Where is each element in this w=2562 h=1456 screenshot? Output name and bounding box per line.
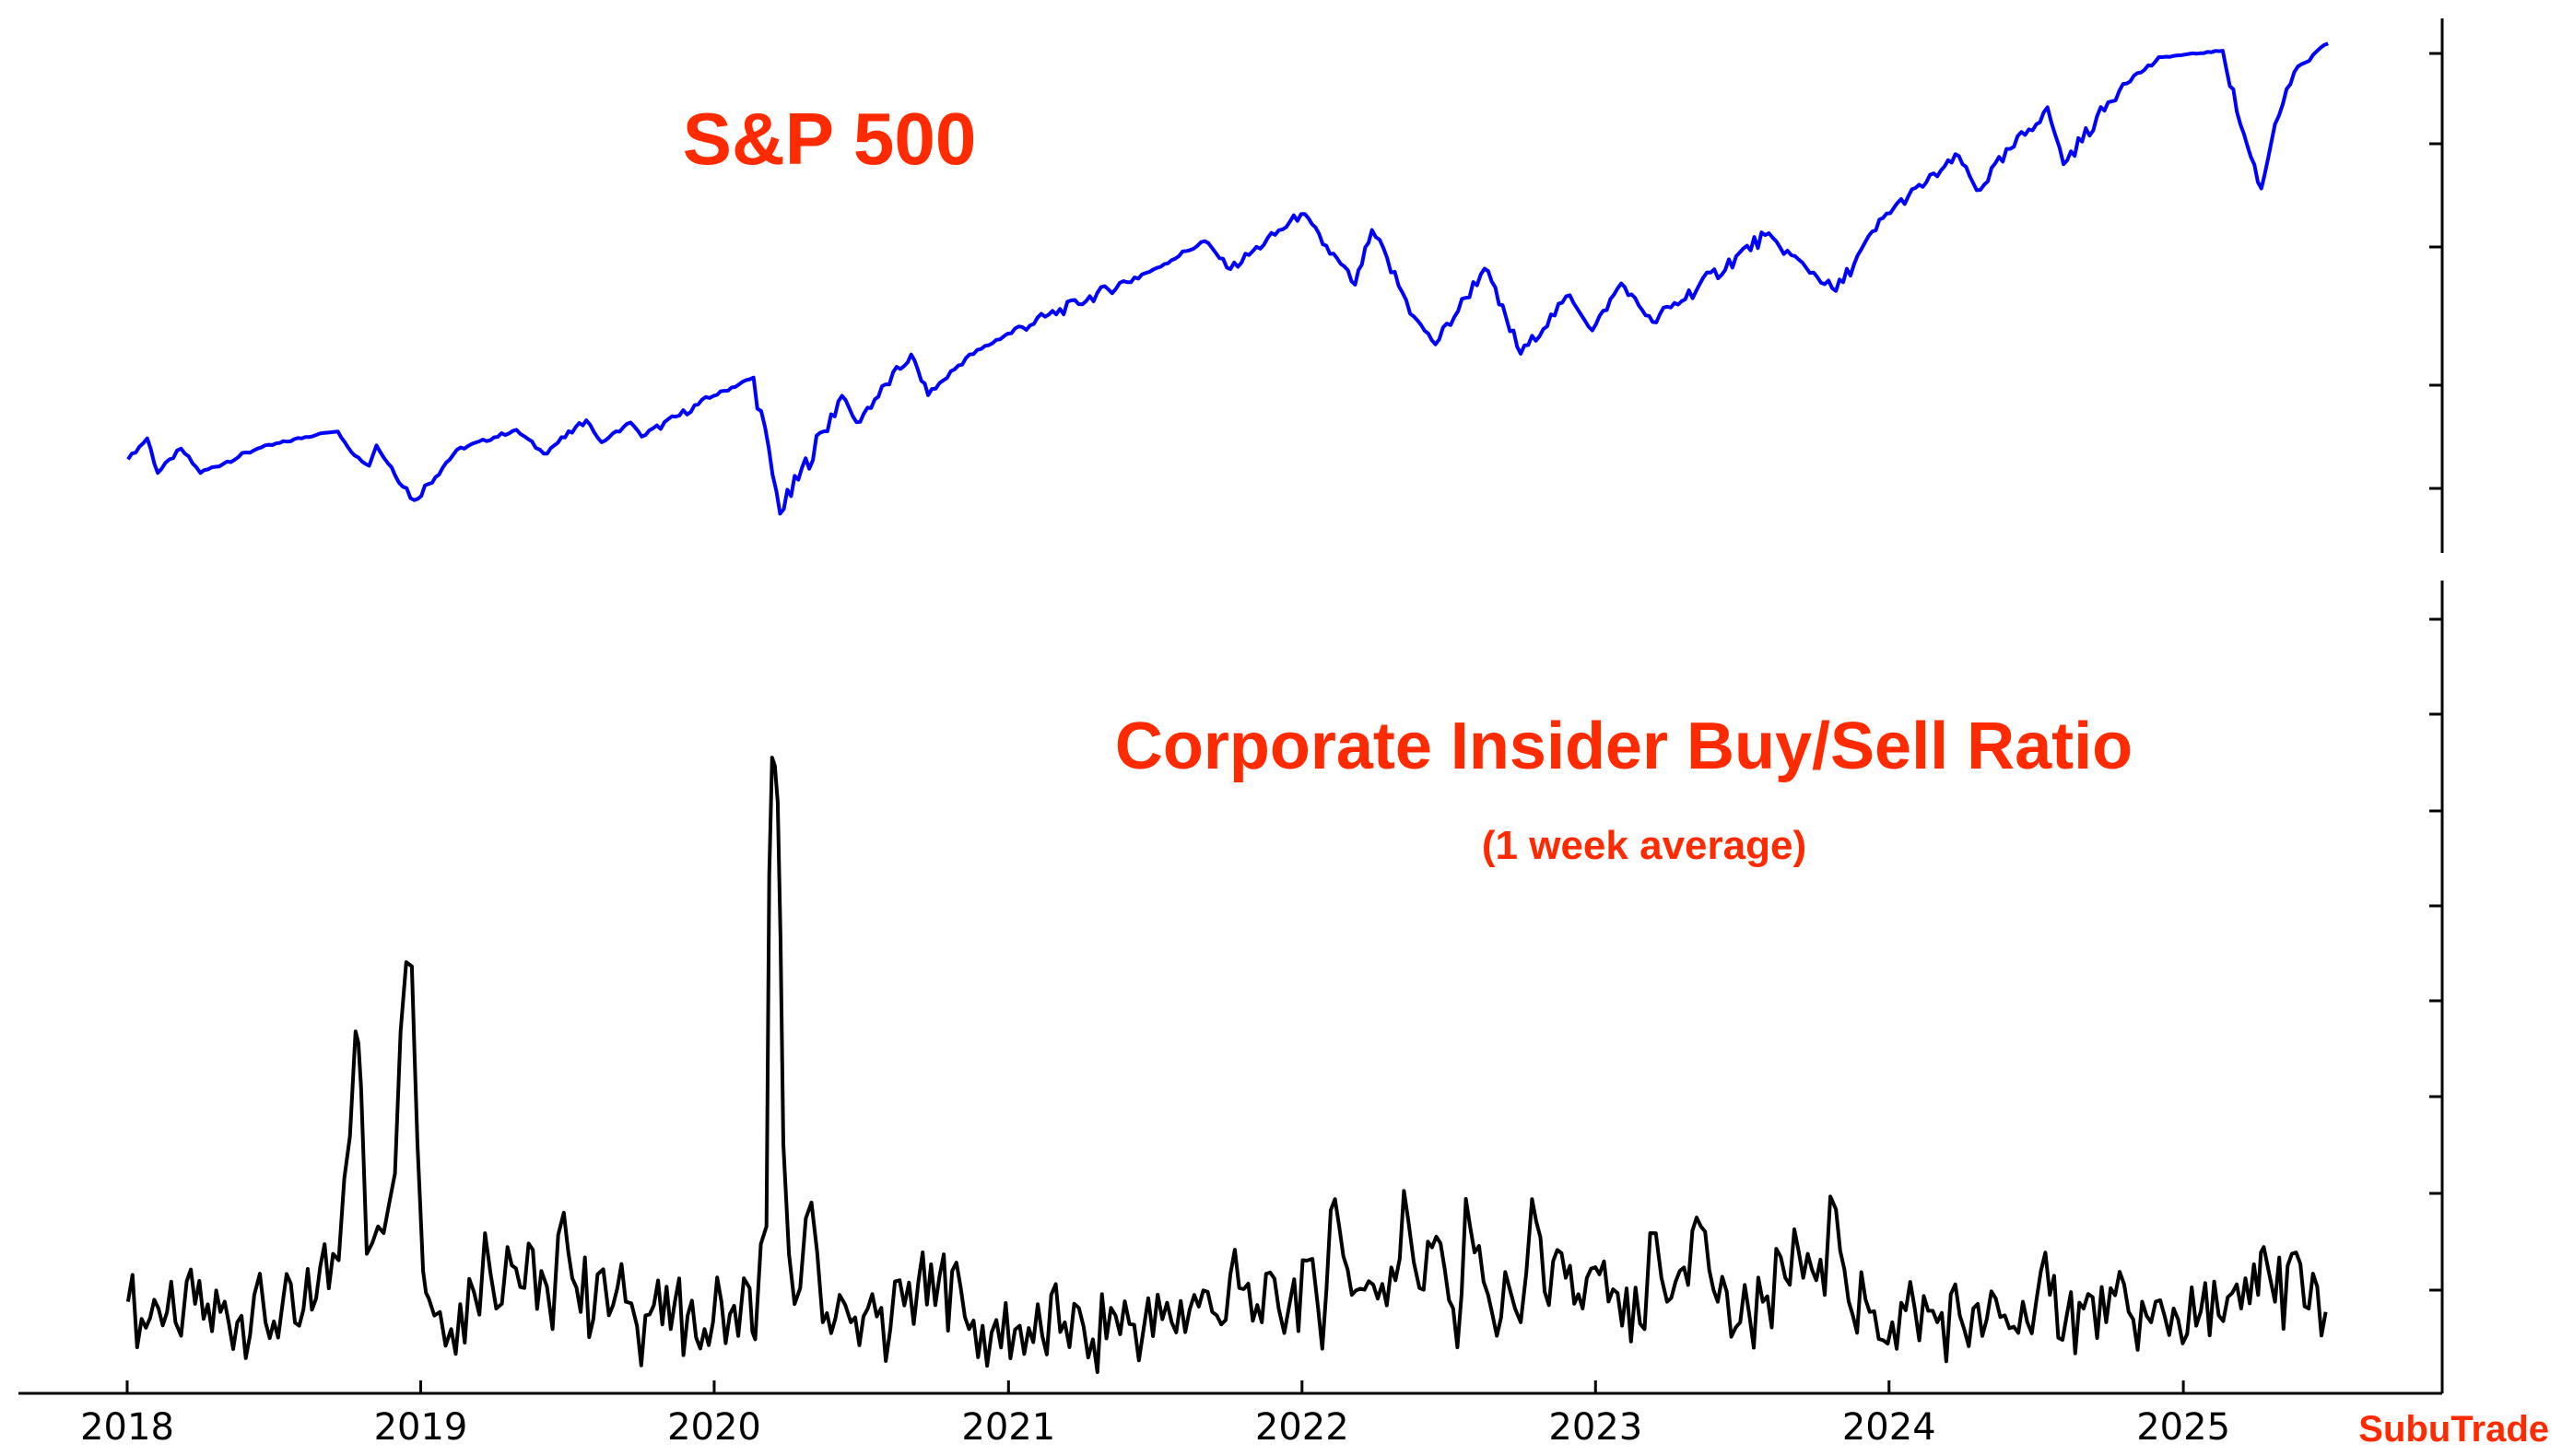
sp500-series-line — [126, 41, 2329, 516]
x-axis-ticks: 2018 2019 2020 2021 2022 2023 2024 2025 — [80, 1380, 2230, 1449]
ratio-title: Corporate Insider Buy/Sell Ratio — [1115, 710, 2133, 783]
x-tick-label: 2022 — [1255, 1406, 1349, 1449]
x-tick-label: 2025 — [2136, 1406, 2230, 1449]
x-tick-label: 2023 — [1548, 1406, 1642, 1449]
x-tick-label: 2018 — [80, 1406, 174, 1449]
subutrade-watermark: SubuTrade — [2358, 1409, 2549, 1450]
x-tick-label: 2020 — [667, 1406, 761, 1449]
ratio-y-ticks — [2429, 617, 2442, 1292]
ratio-series-line — [125, 756, 2328, 1374]
sp500-panel: S&P 500 — [126, 18, 2444, 553]
x-tick-label: 2024 — [1842, 1406, 1936, 1449]
x-tick-label: 2019 — [374, 1406, 468, 1449]
ratio-panel: 2018 2019 2020 2021 2022 2023 2024 2025 Corpora… — [18, 581, 2444, 1449]
x-tick-label: 2021 — [961, 1406, 1055, 1449]
sp500-y-ticks — [2429, 52, 2442, 490]
sp500-title: S&P 500 — [683, 98, 977, 180]
ratio-subtitle: (1 week average) — [1482, 823, 1806, 868]
